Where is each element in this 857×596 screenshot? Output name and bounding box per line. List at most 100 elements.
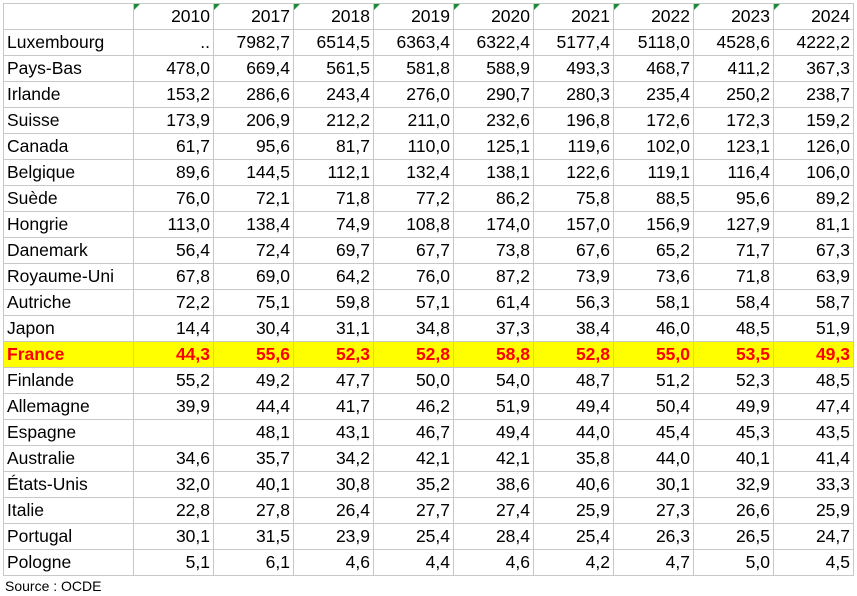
value-cell: 276,0	[373, 81, 454, 108]
value-cell: 35,7	[213, 445, 294, 472]
value-cell: 56,4	[133, 237, 214, 264]
value-cell: 127,9	[693, 211, 774, 238]
year-header: 2024	[773, 3, 854, 30]
country-cell: Japon	[3, 315, 134, 342]
value-cell: 7982,7	[213, 29, 294, 56]
value-cell: 87,2	[453, 263, 534, 290]
value-cell: 110,0	[373, 133, 454, 160]
data-row: Allemagne 39,9 44,4 41,7 46,2 51,9 49,4 50,4 49,…	[3, 393, 854, 420]
value-cell: 367,3	[773, 55, 854, 82]
year-header: 2020	[453, 3, 534, 30]
value-cell: 55,6	[213, 341, 294, 368]
value-cell: 72,4	[213, 237, 294, 264]
value-cell: 39,9	[133, 393, 214, 420]
value-cell: 172,3	[693, 107, 774, 134]
value-cell: 67,6	[533, 237, 614, 264]
country-cell: Autriche	[3, 289, 134, 316]
value-cell: 45,4	[613, 419, 694, 446]
value-cell: 4,7	[613, 549, 694, 576]
value-cell: 37,3	[453, 315, 534, 342]
value-cell: 493,3	[533, 55, 614, 82]
data-row: Portugal 30,1 31,5 23,9 25,4 28,4 25,4 26,3 26,5…	[3, 523, 854, 550]
value-cell: 119,1	[613, 159, 694, 186]
value-cell: 64,2	[293, 263, 374, 290]
value-cell: 211,0	[373, 107, 454, 134]
value-cell: 5,0	[693, 549, 774, 576]
value-cell: 35,8	[533, 445, 614, 472]
value-cell: 4528,6	[693, 29, 774, 56]
data-table: 2010 2017 2018 2019 2020 2021 2022 2023 2024 Luxe…	[3, 3, 854, 576]
corner-cell	[3, 3, 134, 30]
value-cell: 112,1	[293, 159, 374, 186]
value-cell: 6514,5	[293, 29, 374, 56]
value-cell: 51,9	[453, 393, 534, 420]
value-cell: 58,4	[693, 289, 774, 316]
country-cell: États-Unis	[3, 471, 134, 498]
country-cell: Danemark	[3, 237, 134, 264]
value-cell: 122,6	[533, 159, 614, 186]
value-cell: 33,3	[773, 471, 854, 498]
data-row: France 44,3 55,6 52,3 52,8 58,8 52,8 55,0 53,5 49…	[3, 341, 854, 368]
value-cell: 73,8	[453, 237, 534, 264]
value-cell: 588,9	[453, 55, 534, 82]
value-cell: 88,5	[613, 185, 694, 212]
value-cell: 73,9	[533, 263, 614, 290]
value-cell: 174,0	[453, 211, 534, 238]
value-cell: 4,6	[293, 549, 374, 576]
value-cell: 49,4	[533, 393, 614, 420]
value-cell: 47,7	[293, 367, 374, 394]
value-cell: 71,7	[693, 237, 774, 264]
data-row: Pays-Bas 478,0 669,4 561,5 581,8 588,9 493,3 46…	[3, 55, 854, 82]
value-cell: 61,4	[453, 289, 534, 316]
value-cell: 4222,2	[773, 29, 854, 56]
value-cell: 65,2	[613, 237, 694, 264]
value-cell: 27,8	[213, 497, 294, 524]
data-row: Hongrie 113,0 138,4 74,9 108,8 174,0 157,0 156,…	[3, 211, 854, 238]
value-cell: 76,0	[373, 263, 454, 290]
value-cell: 243,4	[293, 81, 374, 108]
value-cell: 41,4	[773, 445, 854, 472]
year-header: 2010	[133, 3, 214, 30]
year-header: 2021	[533, 3, 614, 30]
value-cell: 126,0	[773, 133, 854, 160]
value-cell: 46,7	[373, 419, 454, 446]
value-cell: 55,2	[133, 367, 214, 394]
value-cell: 31,5	[213, 523, 294, 550]
data-row: Suède 76,0 72,1 71,8 77,2 86,2 75,8 88,5 95,6 89,…	[3, 185, 854, 212]
country-cell: Hongrie	[3, 211, 134, 238]
value-cell: 46,0	[613, 315, 694, 342]
value-cell: 561,5	[293, 55, 374, 82]
value-cell: 581,8	[373, 55, 454, 82]
value-cell: 468,7	[613, 55, 694, 82]
value-cell: 30,1	[613, 471, 694, 498]
value-cell: 26,3	[613, 523, 694, 550]
value-cell: 81,1	[773, 211, 854, 238]
header-row: 2010 2017 2018 2019 2020 2021 2022 2023 2024	[3, 3, 854, 30]
value-cell: 44,0	[613, 445, 694, 472]
year-header: 2022	[613, 3, 694, 30]
value-cell: 67,3	[773, 237, 854, 264]
value-cell: 119,6	[533, 133, 614, 160]
value-cell: 51,9	[773, 315, 854, 342]
value-cell: 38,6	[453, 471, 534, 498]
value-cell: 48,1	[213, 419, 294, 446]
value-cell: 67,7	[373, 237, 454, 264]
value-cell: 32,9	[693, 471, 774, 498]
value-cell: 159,2	[773, 107, 854, 134]
data-row: Pologne 5,1 6,1 4,6 4,4 4,6 4,2 4,7 5,0 4,5	[3, 549, 854, 576]
value-cell: 50,4	[613, 393, 694, 420]
value-cell: 69,0	[213, 263, 294, 290]
country-cell: Finlande	[3, 367, 134, 394]
value-cell: 55,0	[613, 341, 694, 368]
data-row: Suisse 173,9 206,9 212,2 211,0 232,6 196,8 172,…	[3, 107, 854, 134]
country-cell: Pologne	[3, 549, 134, 576]
value-cell: 52,8	[533, 341, 614, 368]
value-cell: 49,9	[693, 393, 774, 420]
data-row: États-Unis 32,0 40,1 30,8 35,2 38,6 40,6 30,1 32…	[3, 471, 854, 498]
country-cell: Portugal	[3, 523, 134, 550]
value-cell: 669,4	[213, 55, 294, 82]
value-cell: 59,8	[293, 289, 374, 316]
data-row: Irlande 153,2 286,6 243,4 276,0 290,7 280,3 235…	[3, 81, 854, 108]
value-cell: 52,3	[293, 341, 374, 368]
value-cell: 51,2	[613, 367, 694, 394]
